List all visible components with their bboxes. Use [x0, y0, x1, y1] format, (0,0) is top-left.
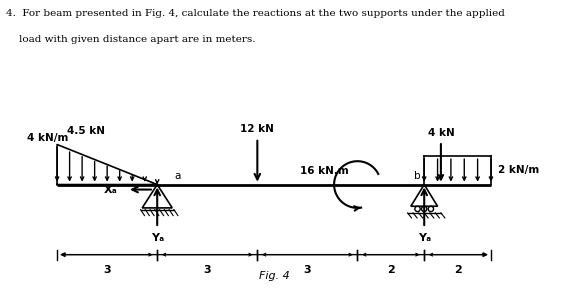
Text: 2: 2 [387, 265, 395, 275]
Text: Xₐ: Xₐ [104, 185, 118, 195]
Text: 4 kN/m: 4 kN/m [27, 133, 68, 143]
Text: 4.  For beam presented in Fig. 4, calculate the reactions at the two supports un: 4. For beam presented in Fig. 4, calcula… [6, 9, 505, 18]
Text: a: a [174, 171, 180, 180]
Text: 4.5 kN: 4.5 kN [67, 126, 105, 136]
Text: 12 kN: 12 kN [240, 125, 274, 134]
Text: 3: 3 [304, 265, 311, 275]
Text: 16 kN.m: 16 kN.m [300, 166, 348, 176]
Text: 2: 2 [453, 265, 461, 275]
Text: 3: 3 [204, 265, 211, 275]
Text: 4 kN: 4 kN [427, 128, 454, 138]
Text: Yₐ: Yₐ [418, 233, 431, 243]
Text: 2 kN/m: 2 kN/m [498, 165, 539, 176]
Text: Fig. 4: Fig. 4 [259, 271, 290, 281]
Text: b: b [414, 171, 421, 180]
Text: 3: 3 [104, 265, 111, 275]
Text: Yₐ: Yₐ [151, 233, 164, 243]
Text: load with given distance apart are in meters.: load with given distance apart are in me… [6, 35, 255, 44]
